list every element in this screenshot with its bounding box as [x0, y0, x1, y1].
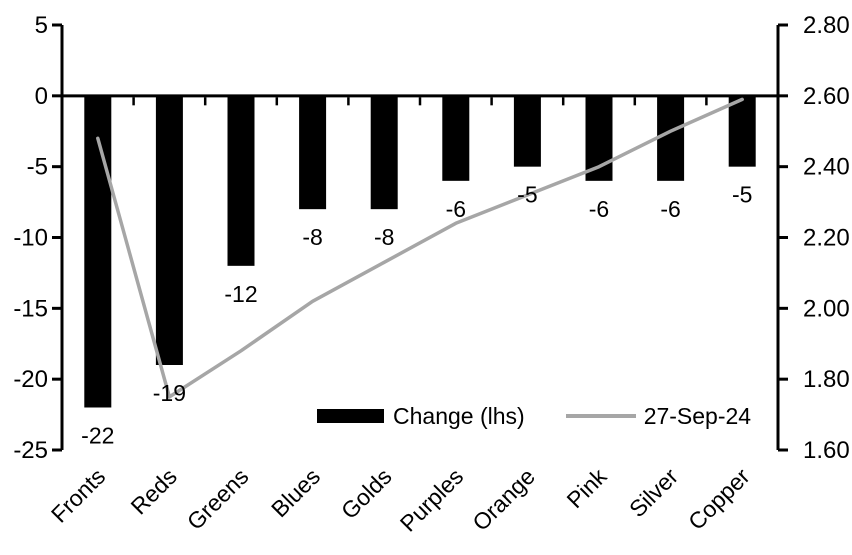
bar-copper: [728, 95, 756, 167]
category-label-blues: Blues: [266, 463, 325, 522]
category-label-greens: Greens: [182, 463, 254, 535]
bar-data-label: -22: [81, 423, 114, 449]
bar-data-label: -8: [374, 224, 394, 250]
category-label-golds: Golds: [336, 463, 397, 524]
category-label-fronts: Fronts: [46, 463, 110, 527]
left-axis-tick-label: -15: [13, 295, 48, 322]
right-axis-tick-label: 2.20: [803, 225, 850, 252]
bar-silver: [657, 95, 685, 181]
bar-data-label: -6: [446, 196, 466, 222]
right-axis-tick-label: 2.00: [803, 295, 850, 322]
left-axis-tick-label: -20: [13, 366, 48, 393]
bar-data-label: -19: [153, 380, 186, 406]
bar-data-label: -6: [589, 196, 609, 222]
category-label-silver: Silver: [624, 463, 683, 522]
legend-bar-label: Change (lhs): [393, 403, 525, 429]
bar-golds: [370, 95, 398, 210]
bar-data-label: -5: [732, 182, 752, 208]
right-axis-tick-label: 1.60: [803, 437, 850, 464]
bar-purples: [442, 95, 470, 181]
category-label-reds: Reds: [126, 463, 182, 519]
bar-data-label: -6: [660, 196, 680, 222]
category-label-copper: Copper: [683, 463, 755, 535]
bar-data-label: -12: [224, 281, 257, 307]
bar-fronts: [84, 95, 112, 408]
right-axis-tick-label: 2.80: [803, 12, 850, 39]
right-axis-tick-label: 2.40: [803, 154, 850, 181]
legend-line-swatch-icon: [565, 414, 636, 418]
left-axis-tick-label: -25: [13, 437, 48, 464]
left-axis-tick-label: -5: [27, 154, 48, 181]
left-axis-tick-label: -10: [13, 225, 48, 252]
bar-data-label: -5: [517, 182, 537, 208]
bar-orange: [513, 95, 541, 167]
bar-data-label: -8: [302, 224, 322, 250]
right-axis-tick-label: 2.60: [803, 83, 850, 110]
bar-greens: [227, 95, 255, 266]
left-axis-tick-label: 0: [35, 83, 48, 110]
category-label-orange: Orange: [467, 463, 540, 536]
bar-blues: [299, 95, 327, 210]
legend-bar-swatch-icon: [317, 409, 384, 423]
category-label-pink: Pink: [562, 463, 612, 513]
category-label-purples: Purples: [395, 463, 469, 537]
legend-line-label: 27-Sep-24: [643, 403, 752, 429]
bar-reds: [155, 95, 183, 365]
legend: Change (lhs) 27-Sep-24: [317, 403, 751, 429]
line-series: [96, 97, 744, 399]
right-axis-tick-label: 1.80: [803, 366, 850, 393]
left-axis-tick-label: 5: [35, 12, 48, 39]
